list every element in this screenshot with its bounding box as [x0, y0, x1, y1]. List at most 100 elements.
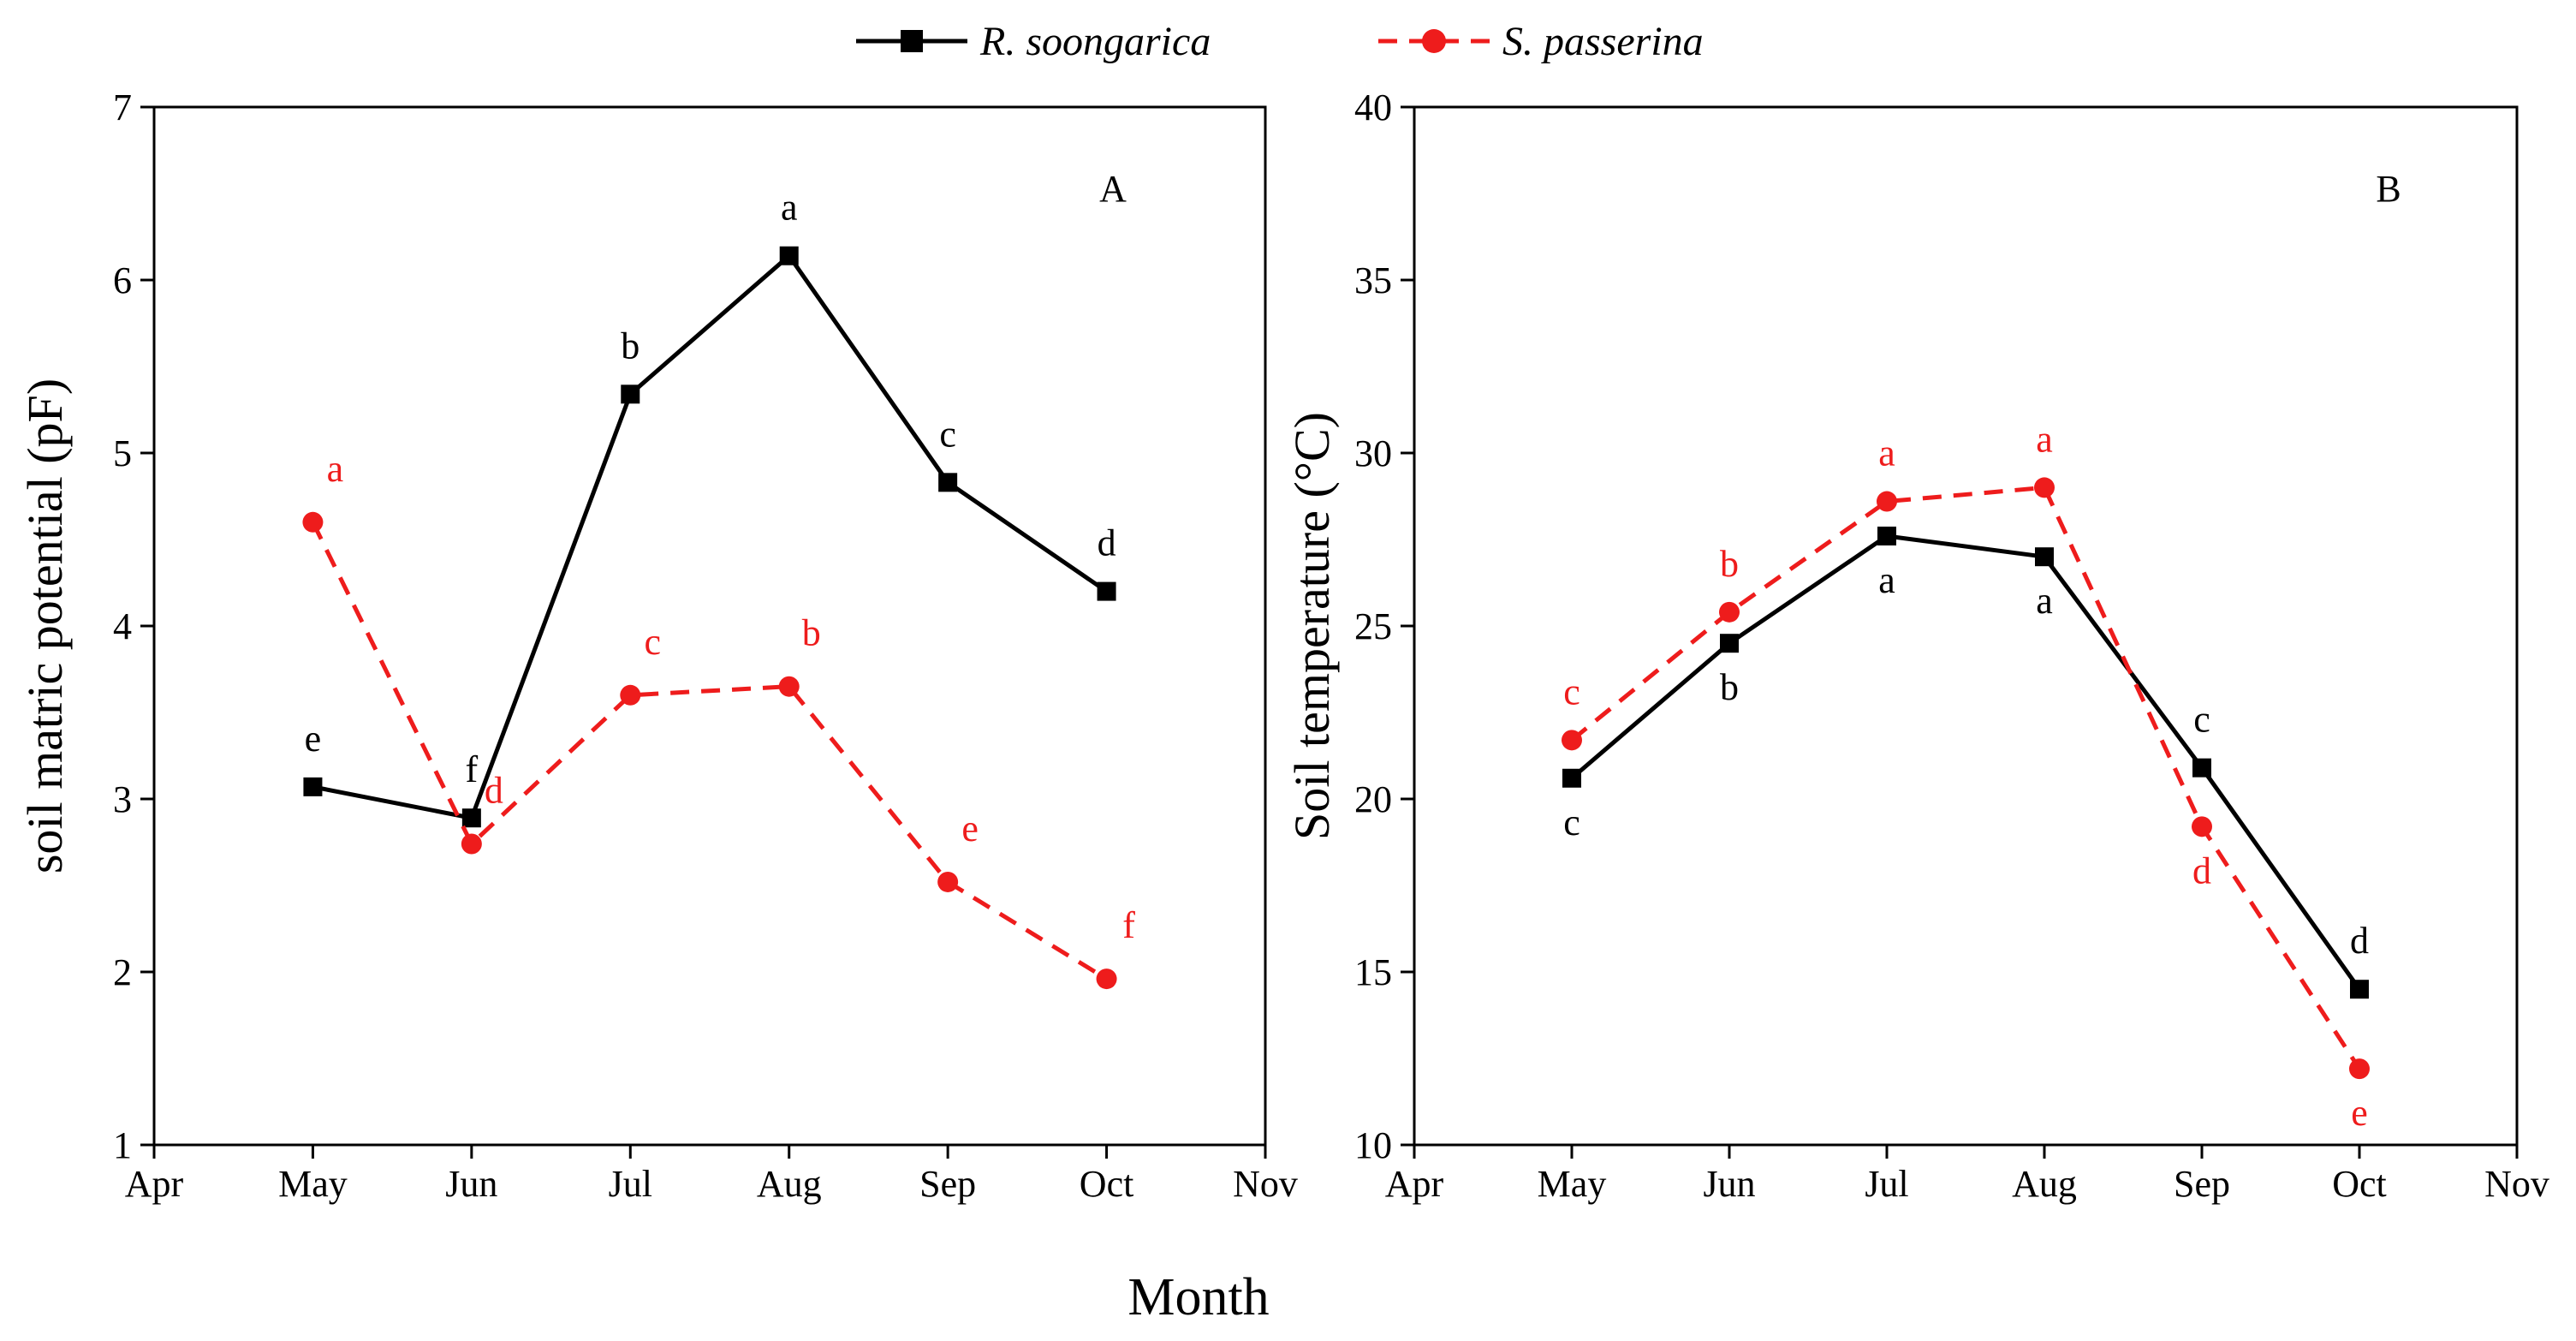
x-tick-label: Sep — [919, 1163, 976, 1205]
significance-label: c — [645, 621, 662, 663]
x-tick-label: Apr — [1385, 1163, 1444, 1205]
x-tick-label: Oct — [1080, 1163, 1134, 1205]
significance-label: a — [2036, 580, 2053, 622]
data-point-square — [621, 384, 640, 404]
x-axis-label: Month — [1127, 1268, 1269, 1326]
y-tick-label: 25 — [1354, 605, 1392, 647]
data-point-square — [1720, 634, 1739, 653]
significance-label: b — [1720, 666, 1739, 708]
legend: R. soongarica S. passerina — [856, 19, 1704, 64]
y-tick-label: 7 — [113, 86, 132, 128]
legend-label-r-soongarica: R. soongarica — [979, 19, 1211, 64]
significance-label: d — [2350, 920, 2369, 962]
series-line — [312, 253, 1108, 821]
y-tick-label: 35 — [1354, 259, 1392, 301]
significance-label: d — [2192, 849, 2211, 891]
significance-label: a — [327, 448, 344, 490]
y-ticks-b: 10 15 20 25 30 35 40 — [1354, 86, 1414, 1166]
y-axis-label-b: Soil temperature (°C) — [1284, 412, 1340, 840]
significance-label: e — [305, 718, 322, 760]
y-axis-label-a: soil matric potential (pF) — [17, 378, 73, 873]
x-tick-label: May — [1538, 1163, 1607, 1205]
x-tick-label: Apr — [125, 1163, 184, 1205]
x-tick-label: Nov — [1233, 1163, 1298, 1205]
y-ticks-a: 1 2 3 4 5 6 7 — [113, 86, 154, 1166]
significance-label: a — [2036, 418, 2053, 460]
data-point-square — [2192, 758, 2211, 778]
y-tick-label: 15 — [1354, 951, 1392, 993]
data-point-square — [1097, 581, 1116, 601]
x-tick-label: Jul — [1865, 1163, 1908, 1205]
series-line — [311, 521, 1108, 981]
y-tick-label: 5 — [113, 432, 132, 474]
x-ticks-b: Apr May Jun Jul Aug Sep Oct Nov — [1385, 1145, 2549, 1205]
data-point-circle — [1719, 601, 1740, 623]
significance-label: d — [1098, 522, 1116, 564]
data-point-circle — [461, 833, 482, 855]
legend-marker-circle — [1422, 29, 1446, 53]
x-tick-label: Jul — [609, 1163, 652, 1205]
significance-label: e — [2351, 1092, 2368, 1134]
plot-frame-a — [152, 105, 1267, 1147]
y-tick-label: 6 — [113, 259, 132, 301]
y-tick-label: 1 — [113, 1124, 132, 1166]
significance-label: f — [466, 748, 479, 790]
panel-a: 1 2 3 4 5 6 7 Apr May Jun Jul Aug Sep Oct Nov e f b a c d a… — [17, 86, 1298, 1205]
data-point-circle — [620, 684, 641, 706]
data-point-circle — [1096, 968, 1117, 990]
legend-label-s-passerina: S. passerina — [1502, 19, 1704, 64]
y-tick-label: 20 — [1354, 778, 1392, 820]
data-point-circle — [2034, 477, 2055, 498]
panel-label-a: A — [1099, 168, 1127, 210]
x-ticks-a: Apr May Jun Jul Aug Sep Oct Nov — [125, 1145, 1298, 1205]
data-point-circle — [778, 676, 800, 697]
x-tick-label: Nov — [2484, 1163, 2549, 1205]
x-tick-label: Jun — [1703, 1163, 1755, 1205]
series-b: c b a a c d c b a a d e — [1562, 418, 2370, 1134]
significance-label: f — [1122, 904, 1135, 946]
significance-label: a — [781, 187, 798, 229]
data-point-square — [1877, 526, 1896, 545]
series-line — [1570, 485, 2362, 1070]
data-point-square — [779, 246, 799, 265]
legend-marker-square — [901, 30, 923, 52]
significance-label: d — [485, 770, 503, 812]
x-tick-label: Aug — [2012, 1163, 2077, 1205]
x-tick-label: Oct — [2332, 1163, 2387, 1205]
significance-label: c — [1563, 802, 1580, 843]
significance-label: c — [1563, 670, 1580, 712]
data-point-circle — [2349, 1058, 2370, 1080]
series-a: e f b a c d a d c b e f — [302, 187, 1135, 990]
legend-item-r-soongarica: R. soongarica — [856, 19, 1211, 64]
series-line — [1570, 533, 2362, 991]
significance-label: a — [1878, 432, 1895, 474]
data-point-square — [2350, 980, 2369, 999]
significance-label: a — [1878, 559, 1895, 601]
significance-label: b — [621, 325, 640, 367]
y-tick-label: 30 — [1354, 432, 1392, 474]
data-point-circle — [302, 511, 324, 533]
data-point-circle — [1877, 491, 1897, 512]
panel-label-b: B — [2376, 168, 2400, 210]
data-point-square — [1562, 768, 1581, 788]
x-tick-label: Sep — [2174, 1163, 2230, 1205]
significance-label: b — [802, 612, 821, 654]
y-tick-label: 3 — [113, 778, 132, 820]
y-tick-label: 4 — [113, 605, 132, 647]
y-tick-label: 40 — [1354, 86, 1392, 128]
legend-item-s-passerina: S. passerina — [1378, 19, 1704, 64]
significance-label: c — [939, 413, 956, 455]
data-point-square — [2035, 547, 2054, 567]
data-point-square — [303, 777, 323, 796]
y-tick-label: 10 — [1354, 1124, 1392, 1166]
data-point-circle — [1562, 730, 1582, 751]
significance-label: e — [961, 808, 979, 849]
y-tick-label: 2 — [113, 951, 132, 993]
significance-label: c — [2193, 699, 2210, 741]
x-tick-label: Aug — [757, 1163, 822, 1205]
data-point-circle — [937, 871, 959, 892]
x-tick-label: May — [278, 1163, 348, 1205]
data-point-circle — [2192, 816, 2212, 837]
